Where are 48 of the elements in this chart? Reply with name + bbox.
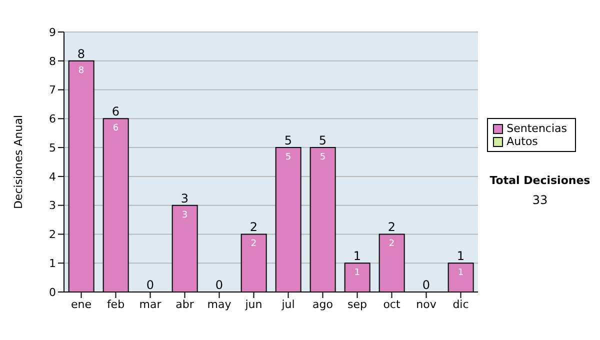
data-label: 6 [112,124,119,134]
x-tick-label: sep [348,298,368,311]
text: 33 [531,193,549,207]
data-label: 1 [354,268,360,278]
y-tick-label: 7 [49,84,56,97]
x-tick-label: jul [280,298,295,311]
total-label: 5 [284,134,292,148]
y-tick-label: 8 [49,54,56,68]
x-tick-label: oct [383,298,401,311]
x-tick-label: ene [70,298,92,311]
y-tick-label: 9 [49,26,56,39]
total-label: 0 [215,278,224,292]
y-tick-label: 3 [49,199,56,212]
x-tick-label: feb [106,298,125,311]
y-tick-label: 4 [49,170,56,184]
x-tick-label: mar [139,298,162,311]
data-label: 2 [388,239,395,250]
legend-label: Autos [506,135,538,148]
y-tick-label: 5 [49,141,56,154]
data-label: 5 [285,152,292,163]
data-label: 1 [458,268,464,278]
x-tick-label: jun [244,298,262,311]
data-label: 2 [250,239,257,250]
x-tick-label: may [207,298,232,311]
total-label: 6 [112,104,120,119]
legend-label: Sentencias [506,122,567,135]
total-label: 2 [388,220,396,234]
total-label: 1 [456,249,465,264]
data-label: 5 [320,152,326,163]
y-tick-label: 1 [49,257,56,270]
text: Total Decisiones [488,174,592,187]
data-label: 3 [182,210,188,220]
total-label: 3 [180,191,189,206]
total-label: 1 [353,249,362,264]
total-label: 0 [146,278,154,292]
total-label: 8 [77,46,86,61]
x-tick-label: dic [452,298,469,311]
total-label: 2 [250,220,258,234]
total-label: 5 [318,134,327,148]
x-tick-label: abr [176,298,194,311]
y-tick-label: 2 [49,228,56,242]
x-tick-label: nov [416,298,437,311]
total-label: 0 [422,278,430,292]
x-tick-label: ago [312,298,334,311]
data-label: 8 [78,66,84,76]
y-axis-title: Decisiones Anual [12,114,25,210]
y-tick-label: 0 [49,286,56,299]
y-tick-label: 6 [49,112,56,126]
